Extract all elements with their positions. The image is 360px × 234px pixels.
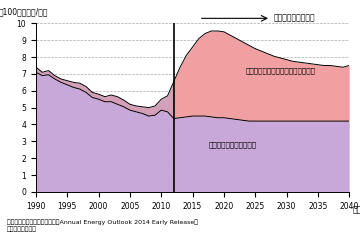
Text: タイトオイルを除く原油: タイトオイルを除く原油 bbox=[208, 141, 256, 148]
Text: タイトオイル（含シェールオイル）: タイトオイル（含シェールオイル） bbox=[246, 67, 316, 74]
Text: （年）: （年） bbox=[352, 205, 360, 214]
Text: 資料：米国エネルギー情報局「Annual Energy Outlook 2014 Early Release」
　　　から作成。: 資料：米国エネルギー情報局「Annual Energy Outlook 2014… bbox=[7, 219, 198, 232]
Text: 予測（基準ケース）: 予測（基準ケース） bbox=[274, 14, 316, 23]
Text: （100万バレル/日）: （100万バレル/日） bbox=[0, 8, 48, 17]
